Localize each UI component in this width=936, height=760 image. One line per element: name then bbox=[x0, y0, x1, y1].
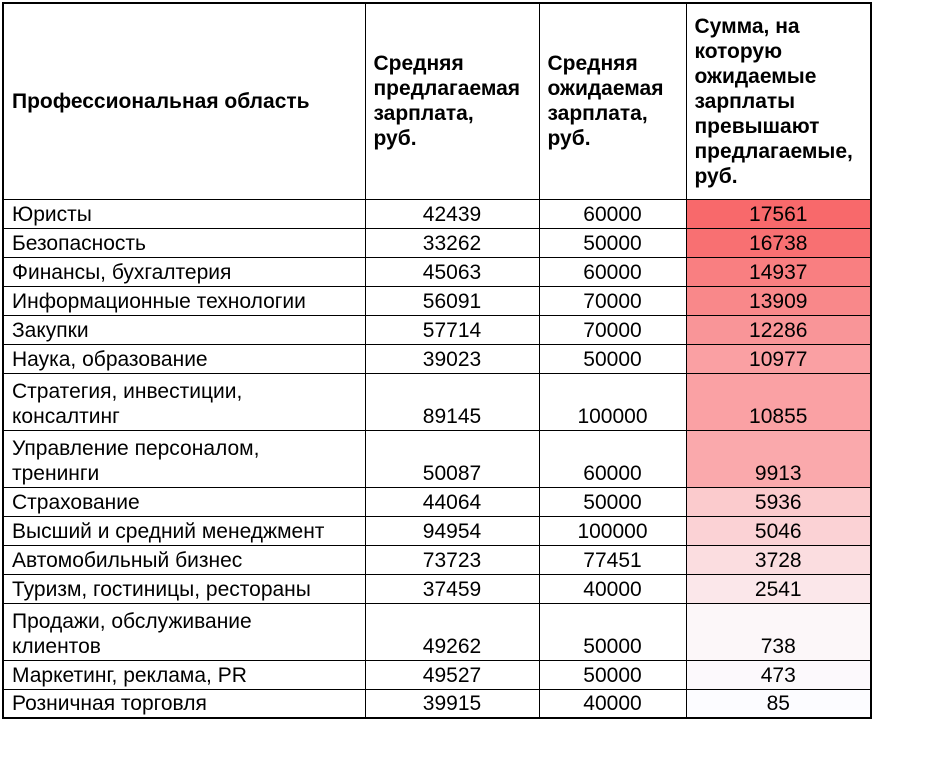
offered-salary-cell: 44064 bbox=[364, 486, 540, 517]
difference-cell: 16738 bbox=[685, 227, 872, 258]
profession-area-cell: Туризм, гостиницы, рестораны bbox=[2, 573, 366, 604]
profession-area-cell: Продажи, обслуживание клиентов bbox=[2, 602, 366, 661]
difference-cell: 5046 bbox=[685, 515, 872, 546]
offered-salary-cell: 39023 bbox=[364, 343, 540, 374]
table-row: Автомобильный бизнес 73723 77451 3728 bbox=[2, 544, 872, 575]
profession-area-cell: Маркетинг, реклама, PR bbox=[2, 659, 366, 690]
table-row: Стратегия, инвестиции, консалтинг 89145 … bbox=[2, 372, 872, 431]
table-header: Профессиональная область Средняя предлаг… bbox=[2, 2, 872, 200]
table-row: Управление персоналом, тренинги 50087 60… bbox=[2, 429, 872, 488]
table-row: Юристы 42439 60000 17561 bbox=[2, 198, 872, 229]
offered-salary-cell: 73723 bbox=[364, 544, 540, 575]
expected-salary-cell: 50000 bbox=[538, 602, 687, 661]
profession-area-cell: Автомобильный бизнес bbox=[2, 544, 366, 575]
expected-salary-cell: 60000 bbox=[538, 198, 687, 229]
profession-area-cell: Страхование bbox=[2, 486, 366, 517]
difference-cell: 85 bbox=[685, 688, 872, 719]
difference-cell: 12286 bbox=[685, 314, 872, 345]
expected-salary-cell: 100000 bbox=[538, 372, 687, 431]
offered-salary-cell: 42439 bbox=[364, 198, 540, 229]
difference-cell: 10977 bbox=[685, 343, 872, 374]
expected-salary-cell: 40000 bbox=[538, 573, 687, 604]
table-row: Маркетинг, реклама, PR 49527 50000 473 bbox=[2, 659, 872, 690]
expected-salary-cell: 50000 bbox=[538, 486, 687, 517]
offered-salary-cell: 45063 bbox=[364, 256, 540, 287]
column-header-offered-salary: Средняя предлагаемая зарплата, руб. bbox=[364, 2, 540, 200]
difference-cell: 3728 bbox=[685, 544, 872, 575]
table-row: Информационные технологии 56091 70000 13… bbox=[2, 285, 872, 316]
expected-salary-cell: 50000 bbox=[538, 227, 687, 258]
difference-cell: 473 bbox=[685, 659, 872, 690]
profession-area-cell: Безопасность bbox=[2, 227, 366, 258]
difference-cell: 10855 bbox=[685, 372, 872, 431]
table-row: Розничная торговля 39915 40000 85 bbox=[2, 688, 872, 719]
table-row: Финансы, бухгалтерия 45063 60000 14937 bbox=[2, 256, 872, 287]
profession-area-cell: Информационные технологии bbox=[2, 285, 366, 316]
table-body: Юристы 42439 60000 17561 Безопасность 33… bbox=[2, 198, 872, 719]
difference-cell: 5936 bbox=[685, 486, 872, 517]
offered-salary-cell: 39915 bbox=[364, 688, 540, 719]
table-row: Туризм, гостиницы, рестораны 37459 40000… bbox=[2, 573, 872, 604]
profession-area-cell: Управление персоналом, тренинги bbox=[2, 429, 366, 488]
expected-salary-cell: 70000 bbox=[538, 285, 687, 316]
expected-salary-cell: 50000 bbox=[538, 343, 687, 374]
header-row: Профессиональная область Средняя предлаг… bbox=[2, 2, 872, 200]
profession-area-cell: Юристы bbox=[2, 198, 366, 229]
profession-area-cell: Стратегия, инвестиции, консалтинг bbox=[2, 372, 366, 431]
expected-salary-cell: 70000 bbox=[538, 314, 687, 345]
offered-salary-cell: 49527 bbox=[364, 659, 540, 690]
difference-cell: 13909 bbox=[685, 285, 872, 316]
profession-area-cell: Высший и средний менеджмент bbox=[2, 515, 366, 546]
table-row: Закупки 57714 70000 12286 bbox=[2, 314, 872, 345]
expected-salary-cell: 60000 bbox=[538, 256, 687, 287]
difference-cell: 17561 bbox=[685, 198, 872, 229]
offered-salary-cell: 37459 bbox=[364, 573, 540, 604]
profession-area-cell: Наука, образование bbox=[2, 343, 366, 374]
column-header-expected-salary: Средняя ожидаемая зарплата, руб. bbox=[538, 2, 687, 200]
table-row: Продажи, обслуживание клиентов 49262 500… bbox=[2, 602, 872, 661]
profession-area-cell: Розничная торговля bbox=[2, 688, 366, 719]
table-row: Высший и средний менеджмент 94954 100000… bbox=[2, 515, 872, 546]
offered-salary-cell: 56091 bbox=[364, 285, 540, 316]
offered-salary-cell: 57714 bbox=[364, 314, 540, 345]
column-header-salary-difference: Сумма, на которую ожидаемые зарплаты пре… bbox=[685, 2, 872, 200]
difference-cell: 738 bbox=[685, 602, 872, 661]
expected-salary-cell: 40000 bbox=[538, 688, 687, 719]
table-row: Безопасность 33262 50000 16738 bbox=[2, 227, 872, 258]
difference-cell: 9913 bbox=[685, 429, 872, 488]
profession-area-cell: Закупки bbox=[2, 314, 366, 345]
profession-area-cell: Финансы, бухгалтерия bbox=[2, 256, 366, 287]
offered-salary-cell: 94954 bbox=[364, 515, 540, 546]
difference-cell: 14937 bbox=[685, 256, 872, 287]
column-header-profession-area: Профессиональная область bbox=[2, 2, 366, 200]
expected-salary-cell: 60000 bbox=[538, 429, 687, 488]
expected-salary-cell: 50000 bbox=[538, 659, 687, 690]
difference-cell: 2541 bbox=[685, 573, 872, 604]
expected-salary-cell: 100000 bbox=[538, 515, 687, 546]
offered-salary-cell: 49262 bbox=[364, 602, 540, 661]
offered-salary-cell: 89145 bbox=[364, 372, 540, 431]
offered-salary-cell: 50087 bbox=[364, 429, 540, 488]
table-row: Наука, образование 39023 50000 10977 bbox=[2, 343, 872, 374]
expected-salary-cell: 77451 bbox=[538, 544, 687, 575]
offered-salary-cell: 33262 bbox=[364, 227, 540, 258]
salary-comparison-table: Профессиональная область Средняя предлаг… bbox=[2, 2, 872, 719]
table-row: Страхование 44064 50000 5936 bbox=[2, 486, 872, 517]
